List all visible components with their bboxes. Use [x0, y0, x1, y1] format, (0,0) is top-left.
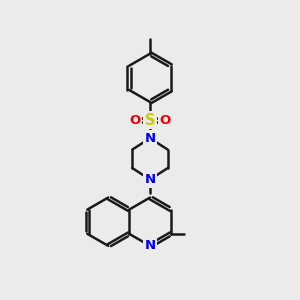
Text: O: O: [159, 114, 171, 127]
Text: N: N: [144, 132, 156, 145]
Text: S: S: [145, 112, 155, 128]
Text: N: N: [144, 239, 156, 252]
Text: O: O: [129, 114, 141, 127]
Text: N: N: [144, 173, 156, 186]
